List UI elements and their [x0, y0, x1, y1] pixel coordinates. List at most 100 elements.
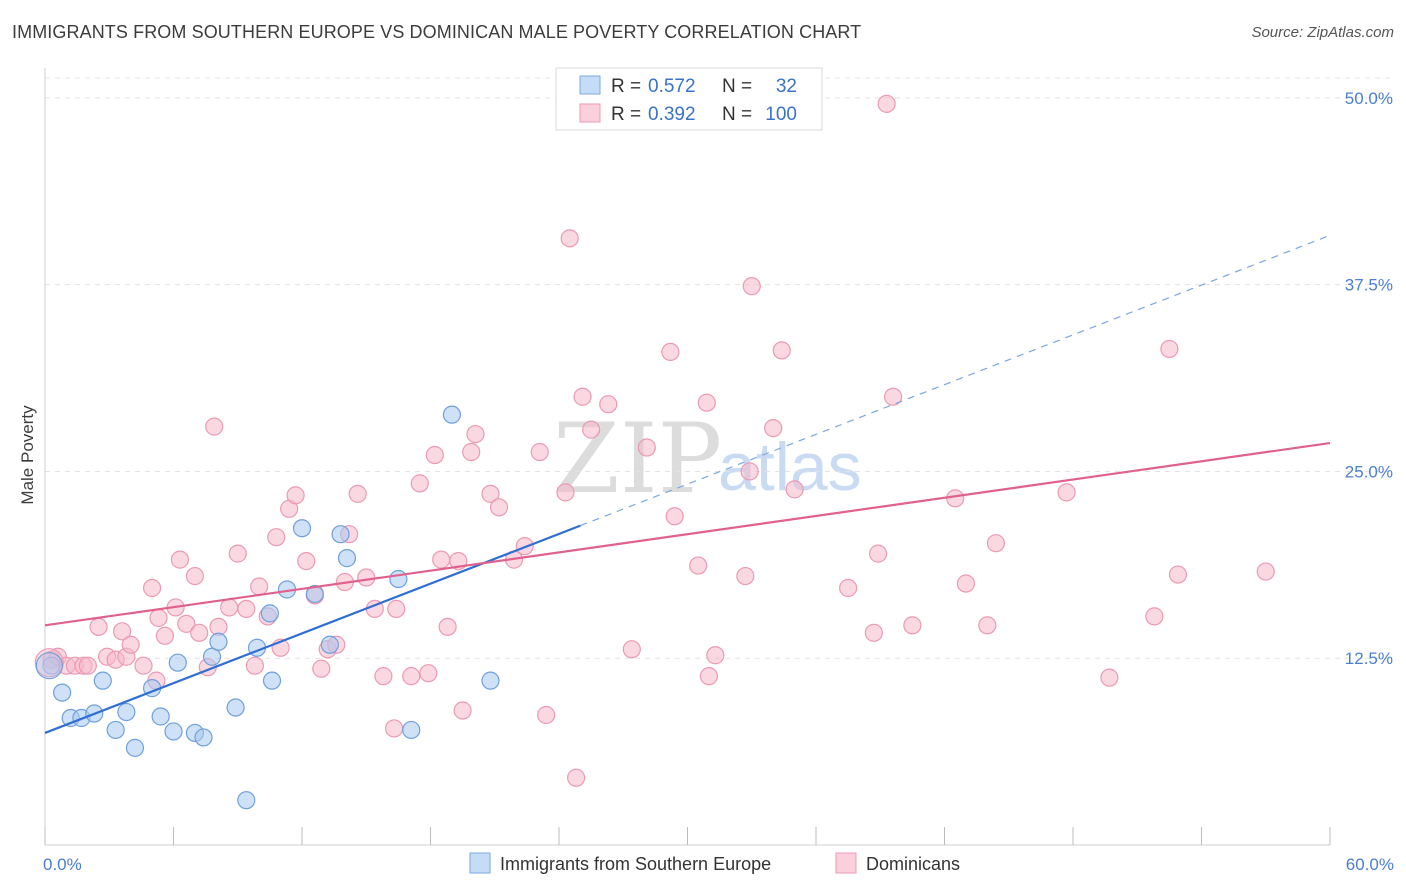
- point-dominicans: [740, 462, 759, 481]
- point-southern-europe: [260, 604, 279, 623]
- point-dominicans: [481, 484, 500, 503]
- legend-r-label-2: R =: [611, 104, 641, 125]
- trend-line-southern-europe-extrapolated: [580, 234, 1331, 527]
- point-dominicans: [869, 544, 888, 563]
- bottom-legend: Immigrants from Southern Europe Dominica…: [469, 852, 960, 874]
- point-dominicans: [772, 341, 791, 360]
- point-dominicans: [665, 507, 684, 526]
- point-dominicans: [736, 566, 755, 586]
- point-dominicans: [410, 474, 429, 493]
- point-southern-europe: [125, 738, 145, 757]
- point-dominicans: [348, 484, 367, 503]
- point-dominicans: [462, 442, 481, 462]
- point-dominicans: [622, 640, 641, 659]
- point-dominicans: [149, 608, 168, 627]
- point-dominicans: [864, 623, 883, 642]
- point-dominicans: [599, 395, 618, 414]
- point-southern-europe: [117, 702, 136, 722]
- point-dominicans: [764, 419, 783, 438]
- point-dominicans: [245, 656, 264, 675]
- y-tick-label: 37.5%: [1345, 276, 1393, 295]
- point-southern-europe: [53, 683, 72, 702]
- point-dominicans: [573, 387, 592, 406]
- point-dominicans: [537, 705, 556, 725]
- point-southern-europe: [237, 791, 256, 810]
- point-dominicans: [466, 424, 485, 444]
- y-axis-label: Male Poverty: [18, 405, 37, 505]
- stats-legend: R = 0.572 N = 32 R = 0.392 N = 100: [555, 67, 823, 131]
- point-dominicans: [903, 616, 922, 635]
- point-dominicans: [1145, 607, 1164, 626]
- point-dominicans: [986, 534, 1006, 553]
- trend-lines: [44, 234, 1331, 734]
- point-southern-europe: [106, 720, 125, 740]
- legend-r-value-2: 0.392: [648, 104, 696, 125]
- point-dominicans: [489, 498, 509, 517]
- point-dominicans: [89, 617, 108, 636]
- point-dominicans: [453, 701, 472, 720]
- x-tick-label-max: 60.0%: [1346, 855, 1394, 874]
- legend-r-label-1: R =: [611, 76, 641, 97]
- point-dominicans: [312, 659, 331, 678]
- bottom-legend-swatch-southern-europe: [469, 852, 491, 874]
- legend-n-value-1: 32: [776, 76, 797, 97]
- point-southern-europe: [164, 722, 183, 741]
- legend-n-label-1: N =: [722, 76, 752, 97]
- point-dominicans: [425, 445, 444, 465]
- point-dominicans: [978, 616, 997, 635]
- point-southern-europe: [320, 635, 339, 654]
- point-dominicans: [1168, 565, 1188, 584]
- trend-line-southern-europe: [44, 524, 581, 734]
- point-southern-europe: [93, 671, 112, 690]
- point-dominicans: [387, 599, 406, 619]
- point-dominicans: [582, 420, 601, 439]
- point-dominicans: [267, 528, 286, 547]
- point-dominicans: [560, 229, 579, 248]
- point-dominicans: [177, 614, 196, 633]
- point-dominicans: [142, 578, 162, 598]
- y-tick-labels: 12.5% 25.0% 37.5% 50.0%: [1345, 89, 1393, 668]
- point-dominicans: [877, 94, 896, 113]
- point-dominicans: [785, 480, 804, 499]
- point-dominicans: [556, 483, 575, 502]
- point-southern-europe: [481, 671, 500, 690]
- point-southern-europe: [151, 707, 170, 726]
- point-dominicans: [134, 656, 153, 675]
- point-dominicans: [250, 577, 269, 596]
- point-dominicans: [956, 574, 976, 593]
- point-southern-europe: [209, 632, 228, 651]
- point-cluster-southern-europe: [35, 652, 63, 680]
- point-southern-europe: [442, 405, 462, 424]
- legend-r-value-1: 0.572: [648, 76, 696, 97]
- point-dominicans: [374, 667, 393, 686]
- point-southern-europe: [331, 525, 350, 544]
- point-dominicans: [402, 667, 421, 686]
- point-dominicans: [121, 635, 140, 654]
- point-southern-europe: [226, 698, 245, 717]
- point-dominicans: [438, 617, 457, 636]
- point-dominicans: [883, 387, 903, 406]
- trend-line-dominicans: [44, 441, 1331, 627]
- point-dominicans: [637, 438, 656, 457]
- point-dominicans: [190, 623, 209, 642]
- point-dominicans: [946, 489, 965, 508]
- point-southern-europe: [337, 549, 357, 568]
- legend-n-value-2: 100: [765, 104, 797, 125]
- legend-swatch-dominicans: [579, 103, 601, 123]
- source-credit: Source: ZipAtlas.com: [1251, 24, 1394, 41]
- point-dominicans: [384, 719, 404, 738]
- chart-title: IMMIGRANTS FROM SOUTHERN EUROPE VS DOMIN…: [12, 22, 862, 42]
- legend-swatch-southern-europe: [579, 75, 601, 95]
- watermark-zip: ZIP: [553, 403, 722, 515]
- point-dominicans: [567, 768, 586, 787]
- point-dominicans: [357, 568, 376, 587]
- point-dominicans: [1057, 483, 1076, 502]
- point-dominicans: [78, 656, 97, 675]
- point-dominicans: [661, 342, 680, 362]
- x-ticks: [44, 827, 1331, 845]
- point-dominicans: [237, 599, 256, 619]
- point-dominicans: [170, 550, 190, 569]
- x-tick-label-min: 0.0%: [43, 855, 82, 874]
- point-dominicans: [185, 566, 205, 586]
